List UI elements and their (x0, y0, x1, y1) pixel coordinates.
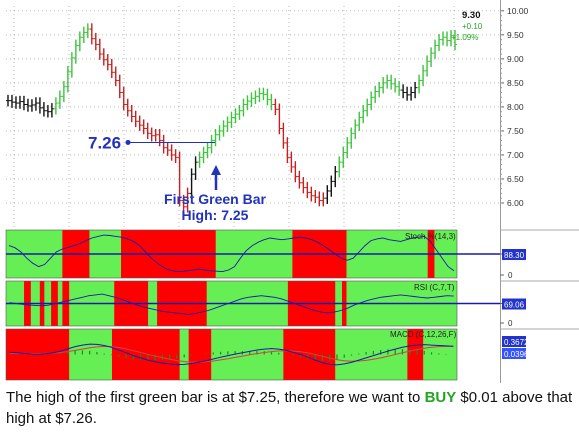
price-tick-label: 6.50 (507, 174, 524, 184)
rsi-value-box (502, 298, 526, 310)
right-axis-line (500, 0, 501, 383)
stoch-value: 88.30 (504, 251, 525, 260)
price-panel: 6.00 6.50 7.00 7.50 8.00 8.50 9.00 9.50 10.00 7.2… (5, 6, 529, 227)
caption-text-before: The high of the first green bar is at $7… (6, 389, 425, 406)
price-tick-label: 8.00 (507, 102, 524, 112)
stoch-value-box (502, 249, 526, 260)
macd-frame (5, 328, 458, 381)
macd-title: MACD (C,12,26,F) (390, 330, 457, 339)
caption: The high of the first green bar is at $7… (6, 387, 576, 429)
price-tick-label: 9.50 (507, 30, 524, 40)
price-tick-label: 9.00 (507, 54, 524, 64)
macd-red-zone (407, 329, 424, 380)
macd-red-zone (188, 329, 212, 380)
macd-signal-value: 0.0396 (504, 350, 529, 359)
rsi-title: RSI (C,7,T) (414, 283, 455, 292)
macd-red-zone (283, 329, 336, 380)
macd-line (9, 343, 454, 366)
first-green-bar-high-label: High: 7.25 (182, 207, 249, 223)
last-price: 9.30 (462, 10, 481, 21)
first-green-bar-label: First Green Bar (164, 191, 266, 207)
rsi-value: 69.06 (504, 301, 525, 310)
chart-svg: 6.00 6.50 7.00 7.50 8.00 8.50 9.00 9.50 10.00 7.2… (5, 0, 579, 383)
macd-panel: 0.3672 0.0396 MACD (C,12,26,F) (5, 328, 579, 381)
price-tick-label: 7.00 (507, 150, 524, 160)
first-green-arrow-head (211, 165, 221, 175)
caption-text-after: $0.01 above that high at $7.26. (6, 389, 573, 427)
stoch-line (8, 234, 455, 273)
rsi-panel: 0 69.06 RSI (C,7,T) (5, 280, 579, 328)
stoch-panel: 0 88.30 Stoch %(14,3) (5, 229, 579, 280)
rsi-line (9, 293, 454, 315)
price-tick-label: 8.50 (507, 78, 524, 88)
price-change: +0.10 (462, 22, 483, 31)
price-tick-label: 10.00 (507, 6, 529, 16)
rsi-tick-label: 0 (508, 319, 513, 328)
caption-buy-word: BUY (424, 389, 457, 406)
price-tick-label: 6.00 (507, 198, 524, 208)
stoch-tick-label: 0 (508, 271, 513, 280)
price-change-pct: +1.09% (451, 33, 478, 42)
macd-value-box (502, 336, 526, 347)
chart-area: 6.00 6.50 7.00 7.50 8.00 8.50 9.00 9.50 10.00 7.2… (5, 0, 579, 383)
macd-value: 0.3672 (504, 338, 529, 347)
price-tick-label: 7.50 (507, 126, 524, 136)
macd-red-zone (111, 329, 180, 380)
macd-signal-value-box (502, 348, 526, 359)
entry-price-label: 7.26 (88, 133, 121, 152)
entry-price-dot (125, 139, 131, 145)
macd-signal-line (9, 345, 454, 363)
stoch-title: Stoch %(14,3) (405, 232, 456, 241)
